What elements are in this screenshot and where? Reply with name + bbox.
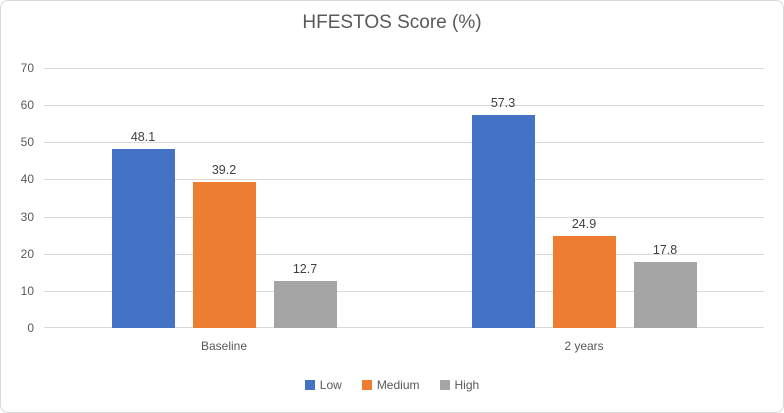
- bar-value-label: 12.7: [292, 261, 318, 276]
- legend-label: Medium: [376, 378, 420, 392]
- x-axis-line: [44, 327, 764, 328]
- legend-item-low: Low: [304, 378, 342, 392]
- bar-high-2-years: 17.8: [633, 243, 697, 328]
- gridline: [44, 253, 764, 255]
- legend: Low Medium High: [1, 375, 783, 395]
- legend-label: Low: [319, 378, 342, 392]
- y-tick-label: 40: [20, 172, 34, 187]
- gridline: [44, 68, 764, 69]
- y-tick-label: 60: [20, 98, 34, 113]
- bar-low-2-years: 57.3: [471, 96, 535, 328]
- chart-title: HFESTOS Score (%): [302, 12, 482, 33]
- bar-value-label: 48.1: [130, 130, 156, 145]
- bar-value-label: 39.2: [211, 163, 237, 178]
- plot-area: 48.1 39.2 12.7 57.3 24.9 17.8: [44, 68, 764, 328]
- bar-value-label: 24.9: [571, 216, 597, 231]
- legend-swatch-icon: [439, 380, 450, 390]
- gridline: [44, 216, 764, 218]
- x-axis: Baseline 2 years: [44, 338, 764, 356]
- gridline: [44, 290, 764, 292]
- legend-item-high: High: [439, 378, 480, 392]
- legend-swatch-icon: [361, 380, 372, 390]
- bar-group-2-years: 57.3 24.9 17.8: [404, 68, 764, 328]
- x-category-label-baseline: Baseline: [200, 339, 248, 353]
- bar-value-label: 17.8: [652, 242, 678, 257]
- y-tick-label: 10: [20, 283, 34, 298]
- bar-medium-baseline: 39.2: [192, 163, 256, 328]
- bar-medium-2-years: 24.9: [552, 217, 616, 328]
- legend-swatch-icon: [304, 380, 315, 390]
- bar-value-label: 57.3: [490, 96, 516, 111]
- y-tick-label: 70: [20, 61, 34, 75]
- y-tick-label: 30: [20, 209, 34, 224]
- y-tick-label: 0: [27, 321, 34, 335]
- y-tick-label: 20: [20, 246, 34, 261]
- legend-label: High: [454, 378, 480, 392]
- gridline: [44, 179, 764, 181]
- y-tick-label: 50: [20, 135, 34, 150]
- gridline: [44, 142, 764, 144]
- gridline: [44, 105, 764, 107]
- bar-group-baseline: 48.1 39.2 12.7: [44, 68, 404, 328]
- bar-low-baseline: 48.1: [111, 130, 175, 328]
- legend-item-medium: Medium: [361, 378, 420, 392]
- x-category-label-2-years: 2 years: [564, 339, 604, 353]
- bar-high-baseline: 12.7: [273, 262, 337, 328]
